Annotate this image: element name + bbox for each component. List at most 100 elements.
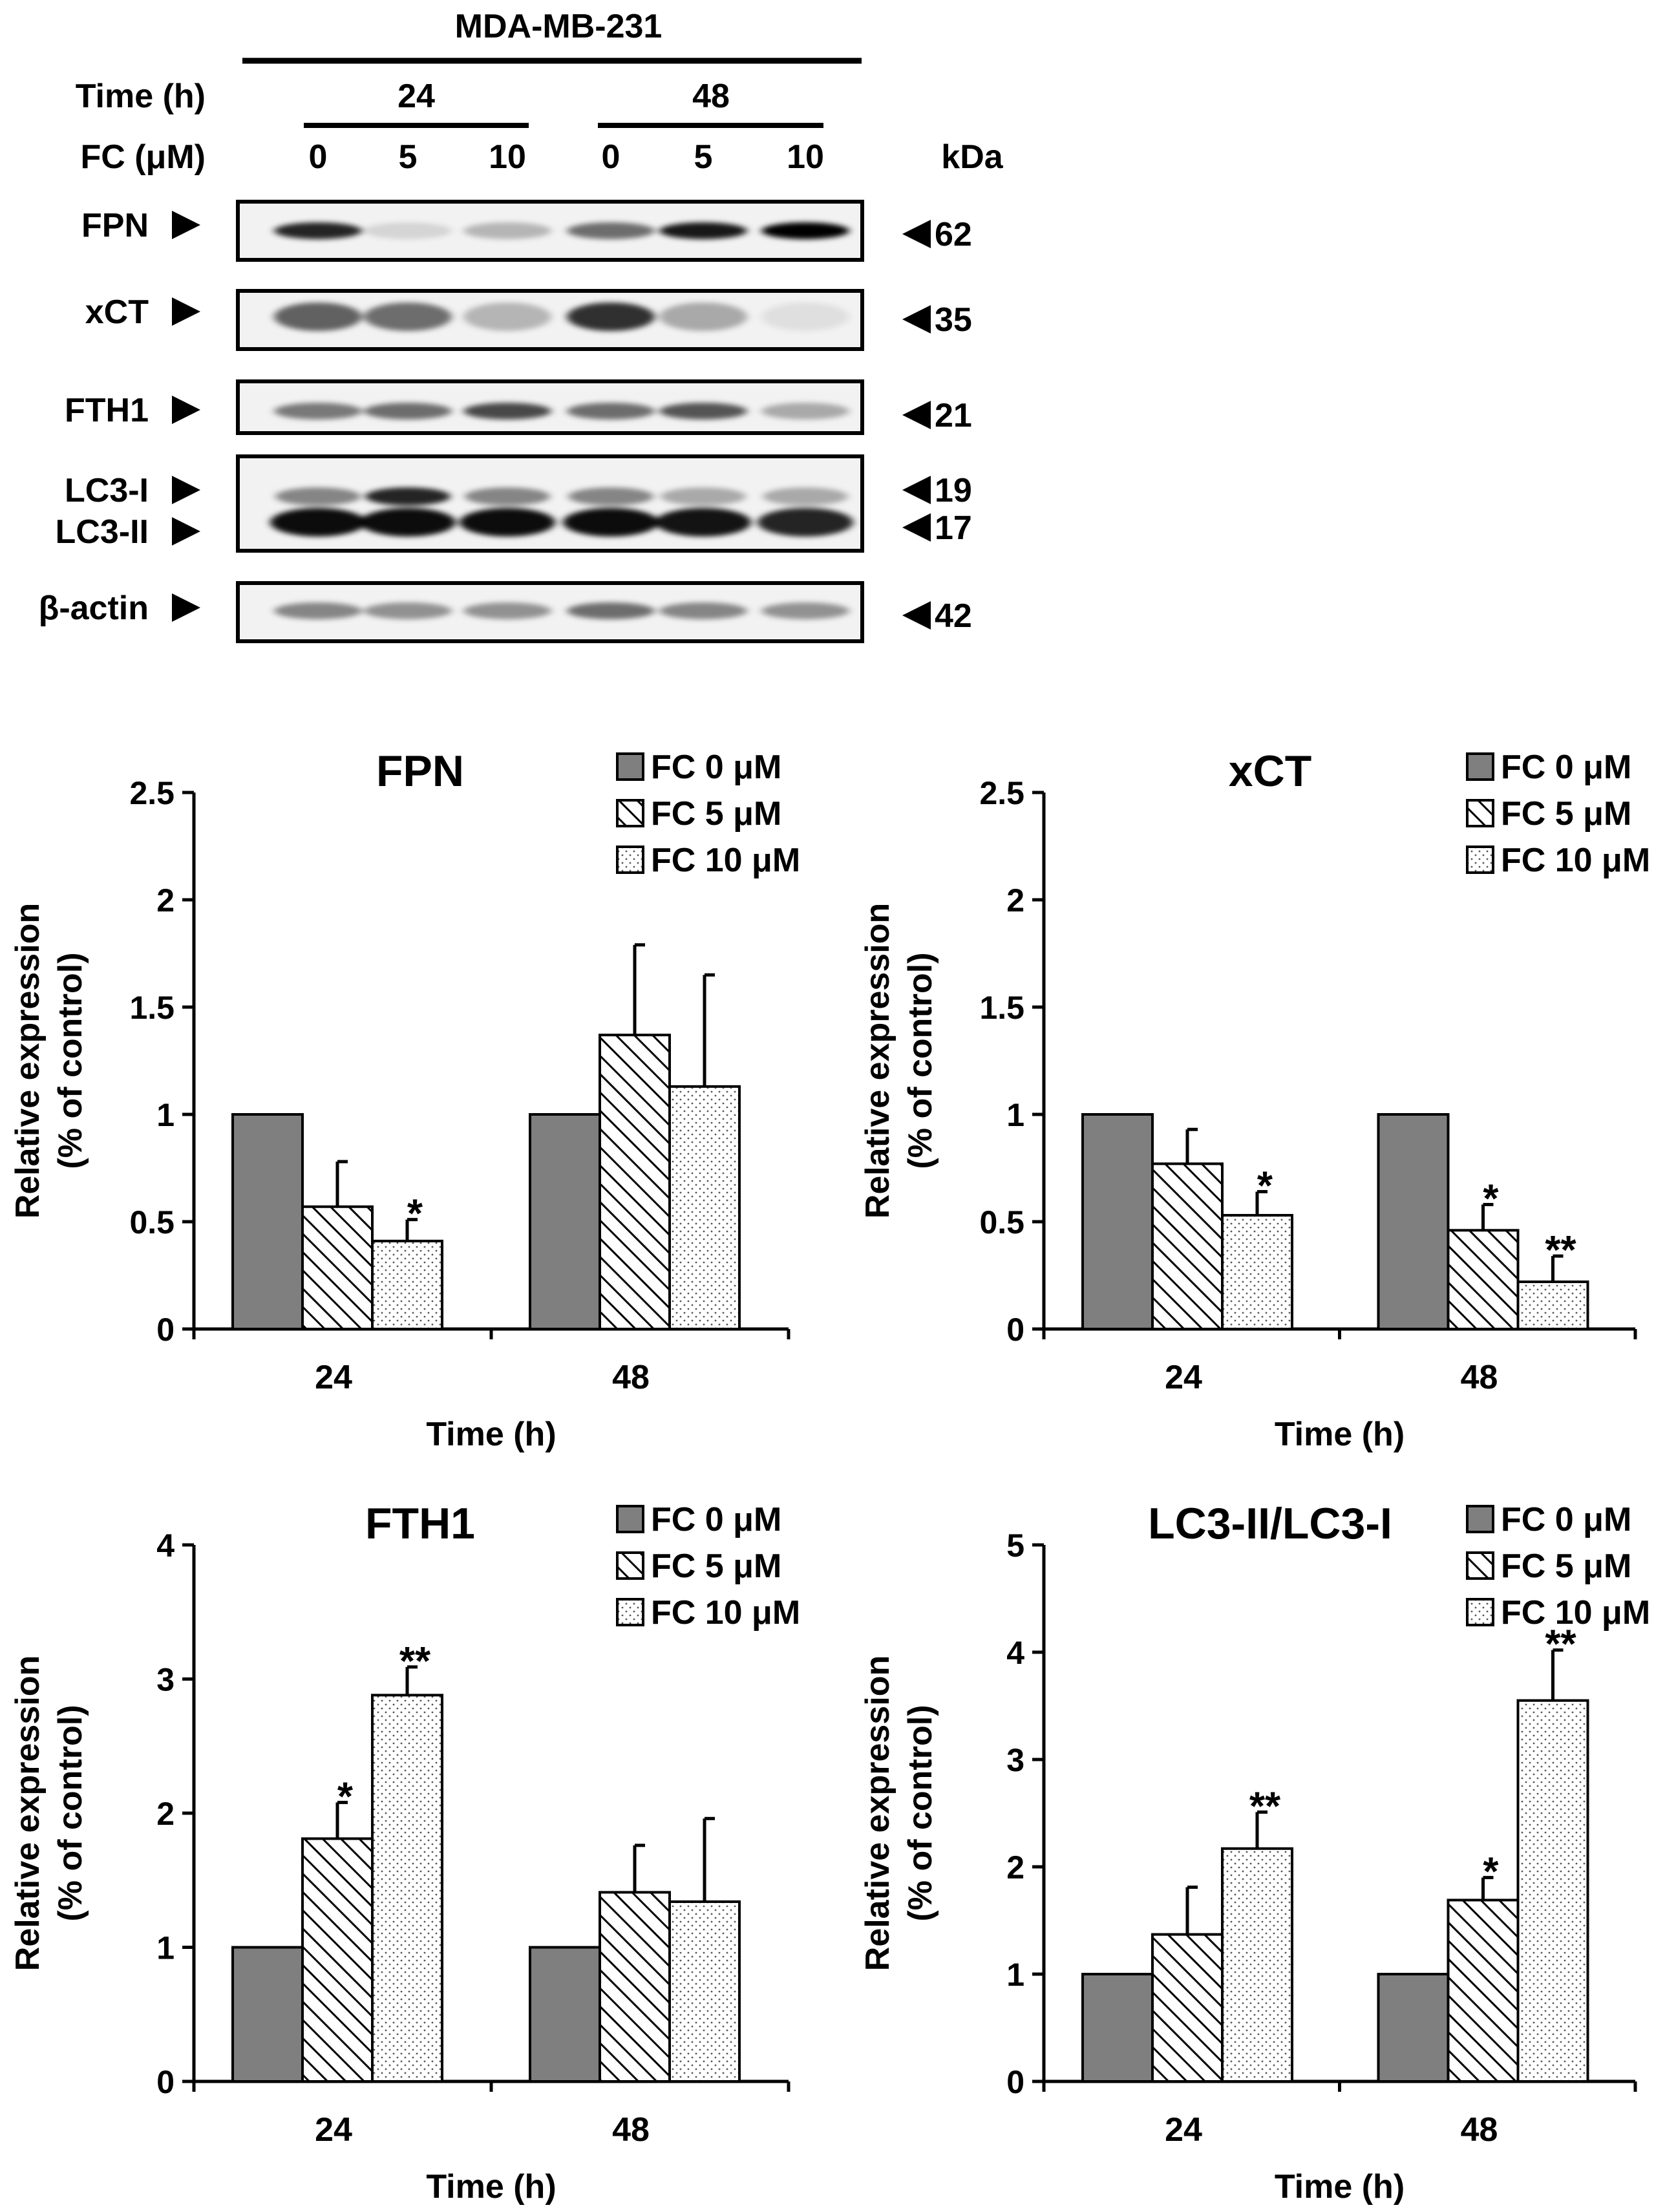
significance-mark: *	[1483, 1850, 1499, 1895]
bar	[1081, 1973, 1154, 2083]
band	[567, 403, 655, 420]
arrow-left-icon	[902, 305, 931, 334]
arrow-right-icon	[172, 517, 200, 546]
y-axis-label: Relative expression	[9, 903, 47, 1218]
arrow-left-icon	[902, 401, 931, 429]
significance-mark: *	[337, 1774, 354, 1819]
legend-swatch	[1466, 1598, 1494, 1626]
x-axis-label: Time (h)	[1275, 1416, 1405, 1453]
chart-title: FTH1	[365, 1499, 475, 1548]
x-tick-label: 48	[1461, 1359, 1498, 1396]
legend-label: FC 0 μM	[1501, 749, 1631, 786]
band-lc3-ii	[655, 508, 751, 537]
blot-row--actin: β-actin 42	[39, 581, 972, 643]
band	[274, 303, 362, 331]
fc-row-label: FC (μM)	[80, 138, 206, 176]
x-axis-label: Time (h)	[426, 2168, 556, 2206]
y-tick-label: 1	[156, 1097, 175, 1133]
arrow-right-icon	[172, 476, 200, 504]
y-axis-label: Relative expression	[859, 1655, 896, 1971]
band-group	[270, 487, 853, 537]
band	[364, 222, 452, 239]
band	[567, 303, 655, 331]
band	[659, 403, 747, 420]
kda-value: 21	[935, 397, 972, 434]
x-tick-label: 24	[315, 1359, 352, 1396]
y-tick-label: 0	[156, 2064, 175, 2100]
bar	[1081, 1113, 1154, 1330]
x-tick-label: 48	[612, 2111, 650, 2149]
chart-lc3-ii-lc3-i: LC3-II/LC3-I 0 1 2 3 4 5 Relative expression (% …	[859, 1499, 1650, 2206]
kda-value: 19	[935, 472, 972, 509]
legend-label: FC 0 μM	[1501, 1501, 1631, 1538]
band-lc3-ii	[758, 508, 853, 537]
bar	[1377, 1113, 1450, 1330]
time-48-label: 48	[692, 78, 730, 115]
significance-mark: *	[1257, 1164, 1273, 1209]
y-tick-label: 4	[156, 1527, 175, 1564]
significance-mark: *	[1483, 1176, 1499, 1221]
conc-label: 5	[399, 138, 418, 176]
chart-title: xCT	[1229, 747, 1311, 796]
legend-label: FC 5 μM	[651, 795, 781, 833]
arrow-right-icon	[172, 211, 200, 239]
band	[364, 303, 452, 331]
bar	[301, 1837, 374, 2083]
band	[659, 222, 747, 239]
significance-mark: *	[407, 1192, 423, 1237]
conc-label: 10	[489, 138, 526, 176]
band-group	[274, 222, 849, 239]
y-axis-label: Relative expression	[9, 1655, 47, 1971]
legend-label: FC 10 μM	[651, 842, 800, 879]
time-24-label: 24	[398, 78, 435, 115]
y-axis-label: (% of control)	[902, 952, 939, 1169]
y-tick-label: 0	[1006, 1312, 1024, 1348]
legend-swatch	[616, 752, 644, 781]
bar	[1447, 1229, 1520, 1331]
bar	[668, 1085, 741, 1330]
protein-label: LC3-II	[56, 513, 149, 551]
band	[463, 222, 551, 239]
conc-label: 0	[309, 138, 328, 176]
legend-label: FC 5 μM	[1501, 1547, 1631, 1585]
y-tick-label: 1.5	[979, 990, 1024, 1026]
legend-swatch	[1466, 1551, 1494, 1580]
conc-label: 5	[694, 138, 713, 176]
band	[761, 222, 849, 239]
significance-mark: **	[1249, 1784, 1281, 1829]
chart-title: LC3-II/LC3-I	[1148, 1499, 1392, 1548]
arrow-left-icon	[902, 513, 931, 542]
band	[274, 602, 362, 619]
band	[659, 303, 747, 331]
kda-value: 42	[935, 597, 972, 635]
arrow-right-icon	[172, 396, 200, 424]
conc-label: 0	[602, 138, 621, 176]
bar	[231, 1113, 304, 1330]
band-lc3-i	[365, 487, 451, 505]
significance-mark: **	[1545, 1228, 1576, 1273]
y-tick-label: 1.5	[129, 990, 175, 1026]
y-tick-label: 4	[1006, 1635, 1024, 1671]
y-tick-label: 2.5	[129, 775, 175, 811]
x-tick-label: 24	[315, 2111, 352, 2149]
bar	[668, 1900, 741, 2083]
kda-value: 17	[935, 509, 972, 547]
bar	[1516, 1699, 1589, 2083]
x-axis-label: Time (h)	[1275, 2168, 1405, 2206]
x-tick-label: 48	[612, 1359, 650, 1396]
y-axis-label: (% of control)	[902, 1705, 939, 1921]
band-lc3-ii	[360, 508, 456, 537]
band	[567, 222, 655, 239]
legend-swatch	[616, 1551, 644, 1580]
conc-label: 10	[787, 138, 824, 176]
x-tick-label: 48	[1461, 2111, 1498, 2149]
bar	[231, 1946, 304, 2083]
band-group	[274, 303, 849, 331]
band-group	[274, 403, 849, 420]
band	[274, 403, 362, 420]
band-lc3-ii	[270, 508, 366, 537]
legend-swatch	[616, 1598, 644, 1626]
